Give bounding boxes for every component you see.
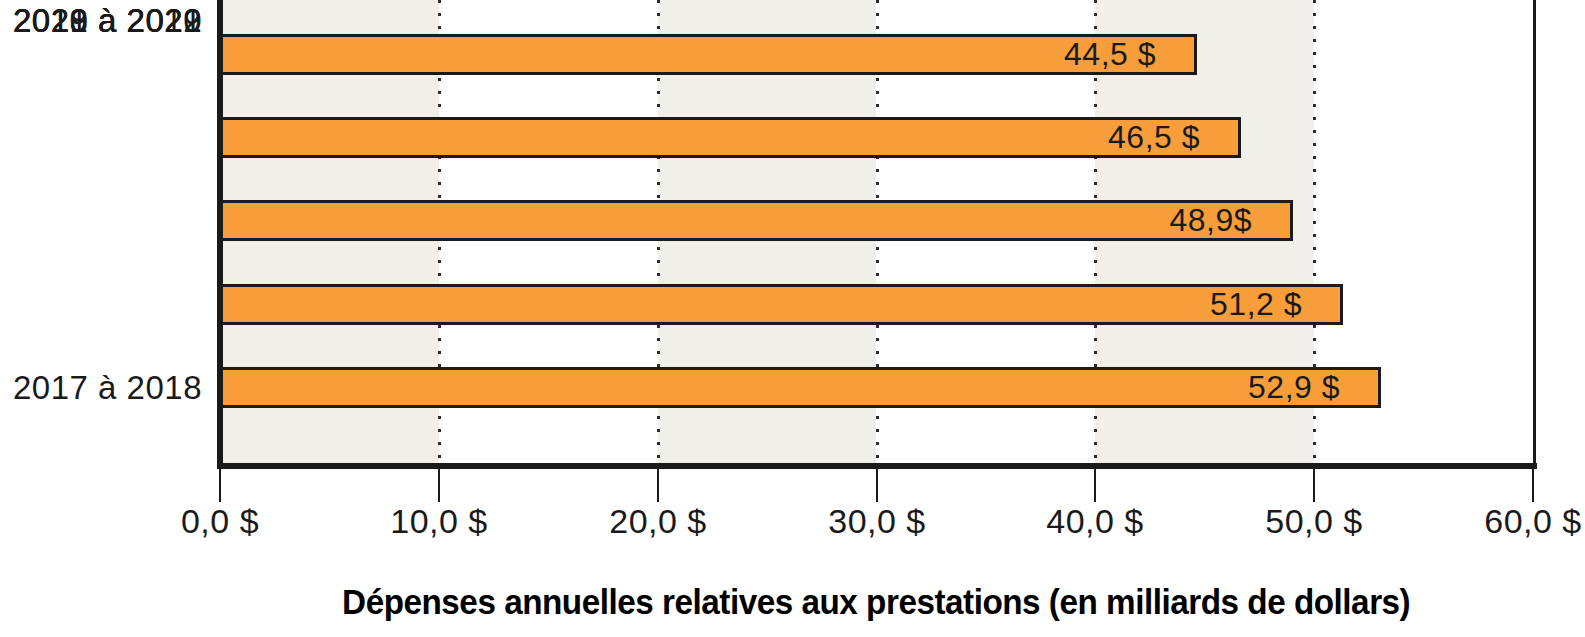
y-category-label: 2017 à 2018: [0, 367, 202, 408]
bar: 52,9 $: [220, 367, 1381, 408]
x-axis-title: Dépenses annuelles relatives aux prestat…: [220, 582, 1533, 622]
plot-area: 44,5 $ 46,5 $ 48,9$ 51,2 $ 52,9 $: [220, 0, 1533, 463]
x-tick-mark: [1313, 469, 1315, 502]
x-tick-label: 50,0 $: [1265, 502, 1363, 541]
y-category-label: 2021 à 2022: [0, 0, 202, 41]
plot-right-border: [1533, 0, 1536, 463]
x-axis-title-text: Dépenses annuelles relatives aux prestat…: [342, 582, 1410, 622]
bar-value-label: 52,9 $: [1248, 369, 1340, 406]
x-tick-label: 30,0 $: [828, 502, 926, 541]
bar: 48,9$: [220, 200, 1293, 241]
x-tick-label: 40,0 $: [1046, 502, 1144, 541]
x-tick-label: 0,0 $: [181, 502, 259, 541]
y-axis-line: [217, 0, 223, 469]
x-tick-label: 10,0 $: [390, 502, 488, 541]
x-tick-mark: [1094, 469, 1096, 502]
x-tick-label: 20,0 $: [609, 502, 707, 541]
bar: 46,5 $: [220, 117, 1241, 158]
bar-value-label: 44,5 $: [1064, 36, 1156, 73]
x-tick-mark: [876, 469, 878, 502]
x-tick-mark: [1532, 469, 1534, 502]
bar-chart: 44,5 $ 46,5 $ 48,9$ 51,2 $ 52,9 $ 2017 à…: [0, 0, 1585, 637]
x-tick-mark: [657, 469, 659, 502]
bar-value-label: 51,2 $: [1210, 286, 1302, 323]
bar-value-label: 46,5 $: [1108, 119, 1200, 156]
bar: 51,2 $: [220, 284, 1343, 325]
bar: 44,5 $: [220, 34, 1197, 75]
bar-value-label: 48,9$: [1169, 202, 1252, 239]
x-tick-mark: [219, 469, 221, 502]
x-tick-mark: [438, 469, 440, 502]
x-tick-label: 60,0 $: [1484, 502, 1582, 541]
